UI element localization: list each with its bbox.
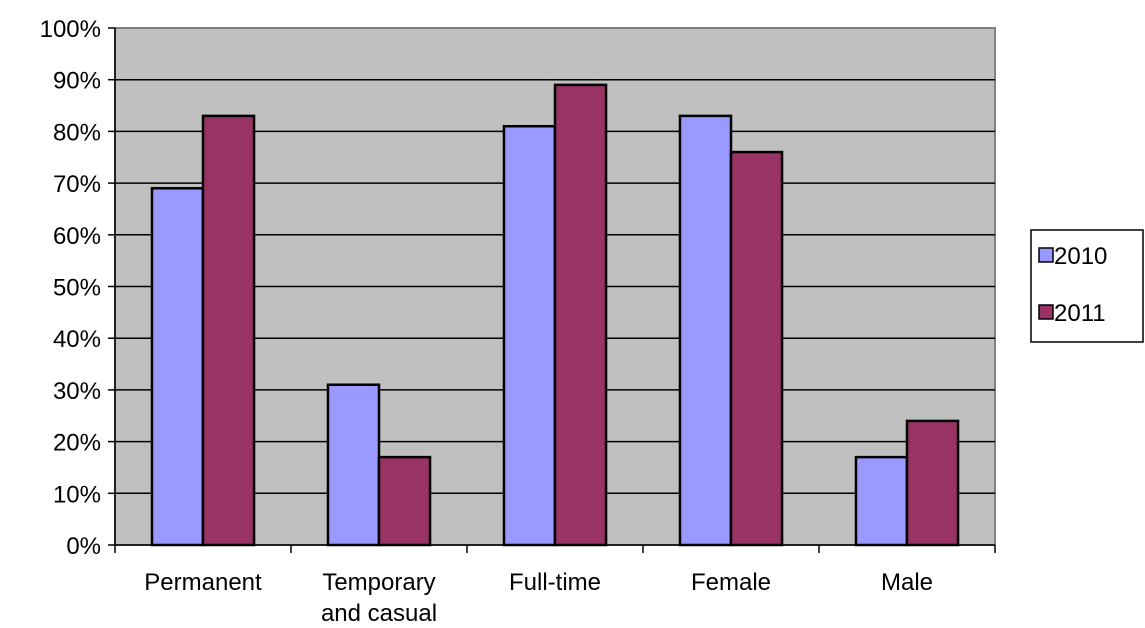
legend-swatch-2010 — [1038, 247, 1054, 263]
bar-2011-4 — [905, 419, 960, 547]
legend-label-2011: 2011 — [1054, 300, 1106, 327]
y-tick-label: 70% — [53, 171, 101, 198]
bar-2010-1 — [326, 383, 381, 547]
y-tick-label: 30% — [53, 378, 101, 405]
x-tick-label: and casual — [321, 600, 437, 627]
y-tick-label: 80% — [53, 119, 101, 146]
legend: 2010 2011 — [1030, 229, 1144, 343]
x-tick-label: Male — [881, 569, 933, 596]
x-tick-label: Female — [691, 569, 771, 596]
bars — [150, 83, 960, 547]
y-tick-label: 40% — [53, 326, 101, 353]
bar-2010-0 — [150, 187, 205, 547]
y-tick-label: 10% — [53, 481, 101, 508]
y-tick-labels: 0% 10% 20% 30% 40% 50% 60% 70% 80% 90% 100% — [40, 16, 101, 560]
bar-2011-0 — [201, 114, 256, 547]
y-tick-label: 20% — [53, 430, 101, 457]
bar-2011-1 — [377, 455, 432, 547]
x-tick-label: Permanent — [144, 569, 262, 596]
bar-2010-3 — [678, 114, 733, 547]
bar-2010-4 — [854, 455, 909, 547]
y-tick-label: 90% — [53, 68, 101, 95]
x-tick-labels: Permanent Temporary and casual Full-time Fem… — [144, 569, 933, 627]
bar-2010-2 — [502, 124, 557, 547]
axes — [108, 27, 996, 553]
x-tick-label: Temporary — [322, 569, 435, 596]
legend-label-2010: 2010 — [1054, 243, 1107, 270]
x-tick-label: Full-time — [509, 569, 601, 596]
bar-2011-3 — [729, 150, 784, 547]
y-tick-label: 60% — [53, 223, 101, 250]
y-tick-label: 50% — [53, 275, 101, 302]
bar-2011-2 — [553, 83, 608, 547]
y-tick-label: 100% — [40, 16, 101, 43]
y-tick-label: 0% — [66, 533, 101, 560]
legend-swatch-2011 — [1038, 304, 1054, 320]
